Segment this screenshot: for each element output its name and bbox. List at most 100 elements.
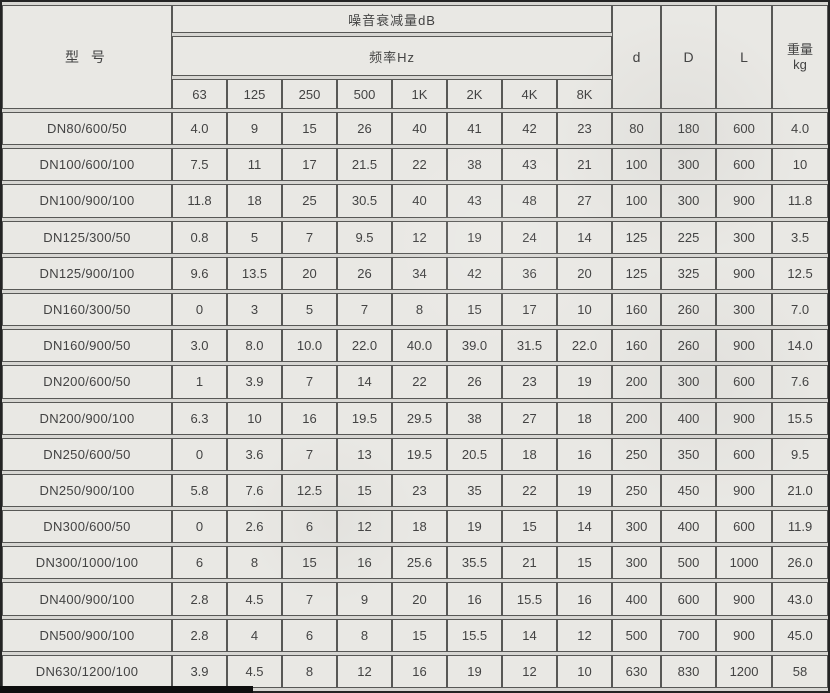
value-cell: 8 bbox=[227, 546, 282, 580]
value-cell: 600 bbox=[716, 510, 773, 544]
value-cell: 9 bbox=[227, 112, 282, 146]
table-row: DN100/600/100 7.5 11 17 21.5 22 38 43 21 100 300 60… bbox=[2, 148, 829, 182]
value-cell: 3.9 bbox=[227, 365, 282, 399]
value-cell: 42 bbox=[447, 256, 502, 290]
value-cell: 23 bbox=[557, 112, 613, 146]
value-cell: 9.5 bbox=[772, 437, 829, 471]
value-cell: 6.3 bbox=[172, 401, 227, 435]
value-cell: 41 bbox=[447, 112, 502, 146]
value-cell: 21 bbox=[557, 148, 613, 182]
value-cell: 18 bbox=[227, 184, 282, 218]
value-cell: 900 bbox=[716, 256, 773, 290]
value-cell: 25.6 bbox=[392, 546, 447, 580]
value-cell: 31.5 bbox=[502, 329, 557, 363]
value-cell: 2.8 bbox=[172, 582, 227, 616]
value-cell: 7 bbox=[282, 437, 337, 471]
model-cell: DN160/900/50 bbox=[2, 329, 172, 363]
value-cell: 14.0 bbox=[772, 329, 829, 363]
value-cell: 38 bbox=[447, 401, 502, 435]
value-cell: 14 bbox=[557, 220, 613, 254]
value-cell: 22.0 bbox=[557, 329, 613, 363]
value-cell: 300 bbox=[661, 148, 717, 182]
value-cell: 250 bbox=[612, 437, 662, 471]
value-cell: 7.0 bbox=[772, 292, 829, 327]
table-row: DN160/900/50 3.0 8.0 10.0 22.0 40.0 39.0 31.5 22… bbox=[2, 329, 829, 363]
header-row-2: 频率Hz bbox=[2, 36, 828, 76]
model-cell: DN125/300/50 bbox=[2, 220, 172, 254]
header-noise-group: 噪音衰减量dB bbox=[172, 5, 613, 33]
value-cell: 23 bbox=[392, 473, 447, 508]
value-cell: 600 bbox=[716, 148, 773, 182]
value-cell: 500 bbox=[661, 546, 717, 580]
value-cell: 19.5 bbox=[392, 437, 447, 471]
value-cell: 225 bbox=[661, 220, 717, 254]
value-cell: 8 bbox=[337, 618, 392, 652]
value-cell: 300 bbox=[716, 292, 773, 327]
value-cell: 450 bbox=[661, 473, 717, 508]
value-cell: 4.0 bbox=[172, 112, 227, 146]
value-cell: 18 bbox=[502, 437, 557, 471]
value-cell: 26 bbox=[337, 256, 392, 290]
value-cell: 900 bbox=[716, 582, 773, 616]
value-cell: 26.0 bbox=[772, 546, 829, 580]
value-cell: 22 bbox=[392, 148, 447, 182]
value-cell: 7.6 bbox=[227, 473, 282, 508]
value-cell: 3.6 bbox=[227, 437, 282, 471]
value-cell: 25 bbox=[282, 184, 337, 218]
value-cell: 43 bbox=[447, 184, 502, 218]
value-cell: 7 bbox=[337, 292, 392, 327]
value-cell: 2.6 bbox=[227, 510, 282, 544]
value-cell: 100 bbox=[612, 184, 662, 218]
value-cell: 16 bbox=[337, 546, 392, 580]
header-weight-line2: kg bbox=[793, 57, 807, 72]
value-cell: 9.5 bbox=[337, 220, 392, 254]
header-freq-group: 频率Hz bbox=[172, 36, 613, 76]
value-cell: 16 bbox=[557, 437, 613, 471]
value-cell: 300 bbox=[661, 365, 717, 399]
value-cell: 260 bbox=[661, 292, 717, 327]
value-cell: 10 bbox=[557, 292, 613, 327]
value-cell: 12 bbox=[557, 618, 613, 652]
value-cell: 1 bbox=[172, 365, 227, 399]
value-cell: 3.5 bbox=[772, 220, 829, 254]
value-cell: 125 bbox=[612, 220, 662, 254]
value-cell: 700 bbox=[661, 618, 717, 652]
value-cell: 160 bbox=[612, 292, 662, 327]
value-cell: 19 bbox=[447, 654, 502, 688]
value-cell: 15 bbox=[447, 292, 502, 327]
value-cell: 80 bbox=[612, 112, 662, 146]
model-cell: DN160/300/50 bbox=[2, 292, 172, 327]
value-cell: 900 bbox=[716, 329, 773, 363]
model-cell: DN125/900/100 bbox=[2, 256, 172, 290]
value-cell: 630 bbox=[612, 654, 662, 688]
value-cell: 20.5 bbox=[447, 437, 502, 471]
header-L: L bbox=[716, 5, 773, 109]
value-cell: 35 bbox=[447, 473, 502, 508]
model-cell: DN250/600/50 bbox=[2, 437, 172, 471]
value-cell: 600 bbox=[661, 582, 717, 616]
model-cell: DN500/900/100 bbox=[2, 618, 172, 652]
model-cell: DN100/600/100 bbox=[2, 148, 172, 182]
value-cell: 3.9 bbox=[172, 654, 227, 688]
value-cell: 16 bbox=[282, 401, 337, 435]
value-cell: 8 bbox=[282, 654, 337, 688]
value-cell: 4.5 bbox=[227, 654, 282, 688]
value-cell: 19 bbox=[447, 510, 502, 544]
header-freq-250: 250 bbox=[282, 79, 337, 109]
header-freq-1k: 1K bbox=[392, 79, 447, 109]
table-row: DN80/600/50 4.0 9 15 26 40 41 42 23 80 180 600 4.0 bbox=[2, 112, 829, 146]
value-cell: 10 bbox=[557, 654, 613, 688]
value-cell: 26 bbox=[447, 365, 502, 399]
table-row: DN630/1200/100 3.9 4.5 8 12 16 19 12 10 630 830 120… bbox=[2, 654, 829, 688]
table-row: DN250/600/50 0 3.6 7 13 19.5 20.5 18 16 250 350 600… bbox=[2, 437, 829, 471]
value-cell: 200 bbox=[612, 365, 662, 399]
value-cell: 3 bbox=[227, 292, 282, 327]
value-cell: 10 bbox=[772, 148, 829, 182]
value-cell: 34 bbox=[392, 256, 447, 290]
model-cell: DN300/1000/100 bbox=[2, 546, 172, 580]
table-body: DN80/600/50 4.0 9 15 26 40 41 42 23 80 180 600 4.0 DN… bbox=[2, 112, 829, 688]
value-cell: 6 bbox=[172, 546, 227, 580]
table-row: DN200/900/100 6.3 10 16 19.5 29.5 38 27 18 200 400… bbox=[2, 401, 829, 435]
value-cell: 11.8 bbox=[772, 184, 829, 218]
